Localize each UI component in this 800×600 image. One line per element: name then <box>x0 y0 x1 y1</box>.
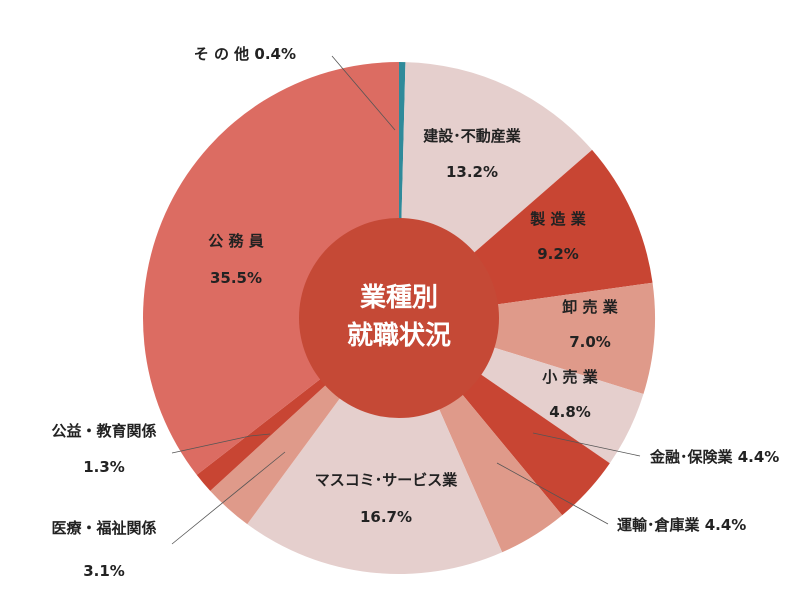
leader-iryo <box>171 451 286 545</box>
value-公益教育関係: 1.3% <box>83 458 125 476</box>
pie-slice-10 <box>143 62 399 475</box>
label-製造業: 製 造 業 <box>529 210 586 228</box>
label-公務員: 公 務 員 <box>208 232 263 250</box>
leader-koeki <box>171 433 271 454</box>
label-小売業: 小 売 業 <box>542 368 598 386</box>
leader-unyu <box>496 462 609 525</box>
value-公務員: 35.5% <box>210 269 262 287</box>
value-マスコミサービス業: 16.7% <box>360 508 412 526</box>
value-製造業: 9.2% <box>537 245 579 263</box>
leader-sonota <box>331 55 396 131</box>
label-その他: そ の 他 0.4% <box>194 45 296 63</box>
slice-labels: そ の 他 0.4% 建設･不動産業 13.2% 製 造 業 9.2% 卸 売 業 7.0%… <box>51 45 779 580</box>
label-建設不動産業: 建設･不動産業 <box>423 127 522 145</box>
pie-slice-7 <box>247 318 503 574</box>
value-医療福祉関係: 3.1% <box>83 562 125 580</box>
leader-lines <box>171 55 641 545</box>
label-金融保険業: 金融･保険業 4.4% <box>649 448 779 466</box>
leader-kinyu <box>532 432 641 457</box>
center-title-line-2: 就職状況 <box>347 321 451 351</box>
value-建設不動産業: 13.2% <box>446 163 498 181</box>
value-卸売業: 7.0% <box>569 333 611 351</box>
label-マスコミサービス業: マスコミ･サービス業 <box>315 471 459 489</box>
center-circle <box>299 218 499 418</box>
label-卸売業: 卸 売 業 <box>562 298 618 316</box>
label-運輸倉庫業: 運輸･倉庫業 4.4% <box>617 516 746 534</box>
center-title-line-1: 業種別 <box>360 283 438 313</box>
label-医療福祉関係: 医療・福祉関係 <box>51 519 156 537</box>
value-小売業: 4.8% <box>549 403 591 421</box>
label-公益教育関係: 公益・教育関係 <box>51 422 156 440</box>
